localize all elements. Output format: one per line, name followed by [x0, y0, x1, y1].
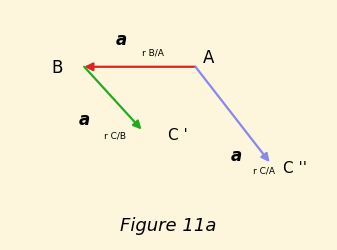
- Text: r C/A: r C/A: [253, 166, 275, 174]
- Text: C ': C ': [168, 128, 188, 142]
- Text: A: A: [203, 48, 215, 66]
- Text: B: B: [52, 58, 63, 76]
- Text: a: a: [230, 146, 242, 164]
- Text: Figure 11a: Figure 11a: [120, 216, 217, 234]
- Text: a: a: [116, 31, 127, 49]
- Text: r B/A: r B/A: [142, 48, 163, 57]
- Text: a: a: [79, 111, 90, 129]
- Text: r C/B: r C/B: [104, 130, 126, 140]
- Text: C '': C '': [283, 160, 307, 175]
